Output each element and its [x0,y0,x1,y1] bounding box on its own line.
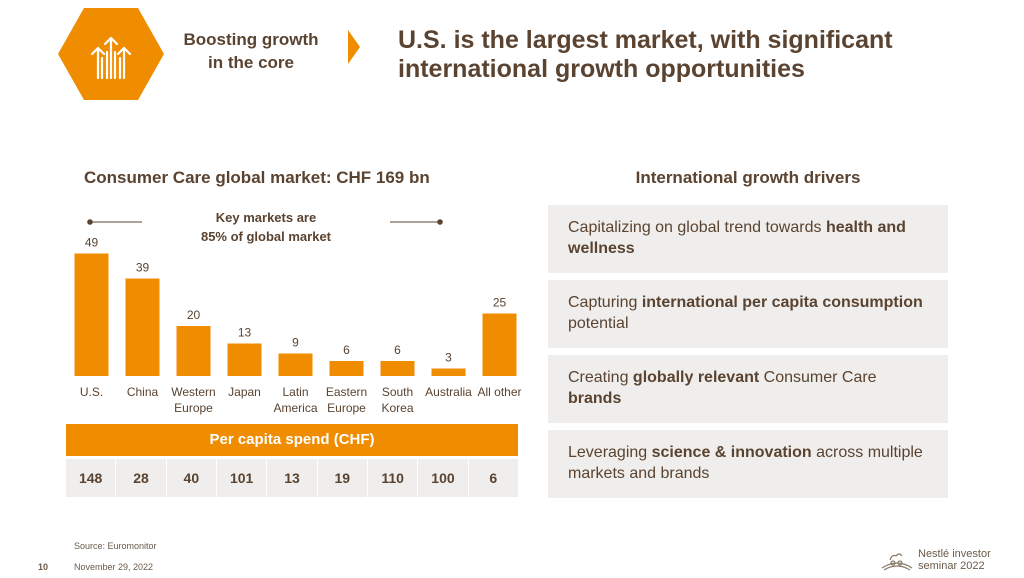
per-capita-cell: 101 [217,459,268,497]
market-bar-chart-svg: 49 U.S. 39 China 20 Western Europe 13 Japan 9 Lati… [74,210,522,415]
per-capita-cell: 19 [318,459,368,497]
source-note: Source: Euromonitor [74,541,157,551]
per-capita-cell: 6 [489,470,498,486]
bar-3 [227,343,262,376]
bar-5 [329,361,364,376]
driver-text-bold: health and wellness [568,219,906,257]
driver-text-bold: globally relevant [632,369,760,386]
per-capita-header: Per capita spend (CHF) [66,424,518,456]
driver-text-post: across multiple markets and brands [568,444,923,482]
per-capita-cell: 100 [418,459,469,497]
page-title: U.S. is the largest market, with signifi… [398,26,998,84]
bar-4 [278,353,313,376]
bar-7 [431,368,466,376]
section-label: Boosting growth in the core [168,28,334,74]
driver-text-bold: science & innovation [651,444,812,461]
category-label: Western [171,385,215,399]
page-title-line2: international growth opportunities [398,55,805,83]
driver-text-pre: Leveraging [568,444,652,461]
bar-value-label: 3 [445,351,452,365]
driver-text-bold2: brands [568,390,622,407]
category-label: South [382,385,413,399]
driver-text-pre: Capitalizing on global trend towards [568,219,826,236]
growth-driver-card: Leveraging science & innovation across m… [548,430,948,498]
drivers-heading: International growth drivers [635,168,861,187]
driver-text-post: potential [568,315,629,332]
annotation-dot-left [87,219,93,225]
chevron-right-icon [348,30,360,64]
bar-value-label: 9 [292,336,299,350]
growth-drivers-list: Capitalizing on global trend towards hea… [548,205,948,505]
page-number: 10 [38,562,49,572]
category-label: Eastern [326,385,367,399]
bar-value-label: 13 [238,326,252,340]
bar-value-label: 20 [187,308,201,322]
category-label: Europe [327,401,366,415]
driver-text-bold: international per capita consumption [641,294,923,311]
bar-8 [482,313,517,376]
growth-driver-card: Capturing international per capita consu… [548,280,948,348]
per-capita-cell: 28 [116,459,167,497]
footer-brand: Nestlé investor seminar 2022 [918,548,991,572]
per-capita-cell: 13 [267,459,318,497]
growth-driver-card: Capitalizing on global trend towards hea… [548,205,948,273]
driver-text-pre: Capturing [568,294,642,311]
per-capita-cell: 40 [167,459,217,497]
bar-value-label: 39 [136,261,150,275]
bar-value-label: 49 [85,236,99,250]
bar-1 [125,278,160,376]
category-label: Europe [174,401,213,415]
section-label-line1: Boosting growth [183,30,319,49]
market-bar-chart: 49 U.S. 39 China 20 Western Europe 13 Japan 9 Lati… [60,205,530,423]
category-label: All other [477,385,521,399]
per-capita-cell: 148 [66,459,117,497]
bar-2 [176,326,211,376]
bar-0 [74,253,109,376]
market-heading: Consumer Care global market: CHF 169 bn [84,168,430,187]
bar-value-label: 6 [343,343,350,357]
bar-6 [380,361,415,376]
category-label: Japan [228,385,261,399]
section-label-line2: in the core [208,53,294,72]
category-label: China [127,385,159,399]
growth-arrows-icon [58,8,164,100]
footer-brand-line2: seminar 2022 [918,560,985,572]
per-capita-cell: 110 [368,459,419,497]
annotation-line2: 85% of global market [201,229,332,244]
growth-driver-card: Creating globally relevant Consumer Care… [548,355,948,423]
annotation-line1: Key markets are [216,210,316,225]
category-label: U.S. [80,385,103,399]
nestle-nest-icon [880,546,914,572]
category-label: Australia [425,385,472,399]
bar-value-label: 6 [394,343,401,357]
driver-text-post: Consumer Care [759,369,877,386]
driver-text-pre: Creating [568,369,633,386]
footer-date: November 29, 2022 [74,562,154,572]
page-title-line1: U.S. is the largest market, with signifi… [398,26,893,54]
bar-value-label: 25 [493,296,507,310]
category-label: America [273,401,317,415]
annotation-dot-right [437,219,443,225]
per-capita-row: 148 28 40 101 13 19 110 100 6 [66,459,518,497]
category-label: Korea [381,401,413,415]
category-label: Latin [282,385,308,399]
footer-brand-line1: Nestlé investor [918,548,991,560]
